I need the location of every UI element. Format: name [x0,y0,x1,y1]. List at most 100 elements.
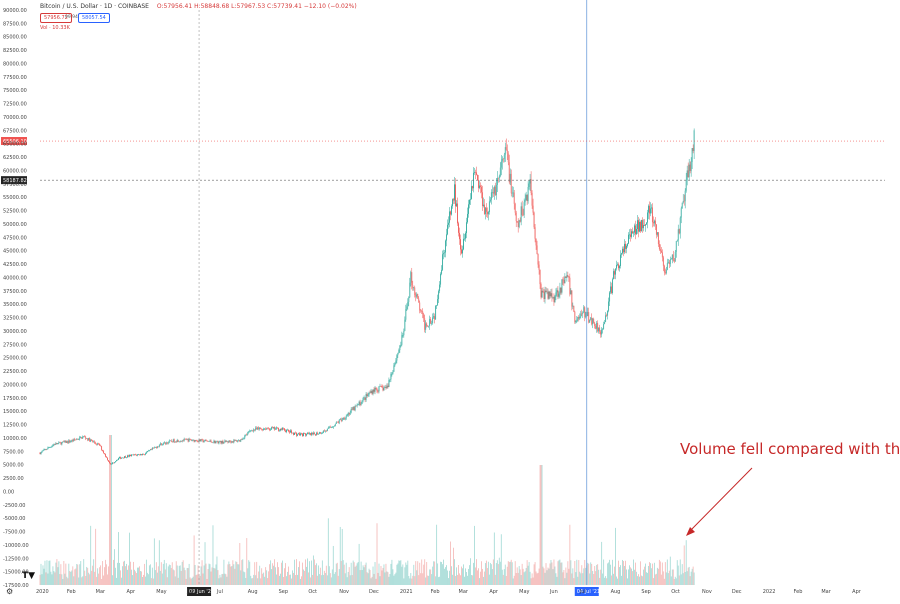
candle-body [551,293,553,298]
volume-bar [522,568,524,585]
volume-bar [418,575,420,585]
candle-body [545,290,547,293]
volume-bar [179,565,181,585]
volume-bar [342,560,344,585]
volume-bar [266,570,268,585]
volume-bar [613,573,615,585]
candle-body [359,401,361,405]
candle-body [528,183,530,187]
volume-bar [43,568,45,585]
candle-body [72,440,74,442]
volume-bar [693,572,695,585]
volume-bar [286,576,287,585]
candle-body [214,440,216,444]
volume-bar [200,566,202,585]
candle-body [146,450,148,453]
volume-bar [211,567,213,585]
volume-bar [596,564,598,585]
candle-body [429,319,431,326]
volume-bar [268,571,270,585]
candle-body [120,457,121,459]
candle-body [609,292,611,302]
volume-bar [152,578,154,585]
volume-bar [76,563,78,585]
candle-body [54,444,56,445]
volume-bar [374,562,376,585]
volume-bar [516,567,518,585]
candle-body [474,172,475,173]
volume-bar [476,559,477,585]
candle-body [629,234,630,236]
volume-bar [588,563,590,585]
candle-body [115,461,116,463]
candle-body [159,443,161,445]
volume-bar [294,559,295,585]
volume-bar [648,565,649,585]
volume-bar [484,563,486,585]
volume-bar [575,572,577,585]
candle-body [145,452,147,454]
volume-bar [102,561,104,585]
candle-body [295,432,296,434]
volume-bar [683,545,685,585]
volume-bar [642,576,643,585]
candle-body [194,440,196,442]
volume-bar [478,568,479,585]
volume-bar [385,563,387,585]
candle-body [439,284,441,292]
volume-bar [145,559,147,585]
buy-button[interactable]: 58057.54 [78,13,110,23]
volume-bar [446,565,447,585]
y-axis[interactable]: 90000.00 87500.00 85000.00 82500.00 80000.00… [3,8,29,589]
volume-bar [132,575,133,585]
volume-bar [468,568,469,585]
candles [39,128,695,465]
volume-bar [328,566,330,585]
candle-body [81,436,83,439]
volume-bar [135,571,136,585]
volume-bar [502,574,504,585]
candle-body [89,437,91,442]
volume-bar [172,569,174,585]
volume-bar [426,561,428,585]
volume-bar [306,566,307,585]
volume-bar [591,563,593,585]
volume-bar [467,575,468,585]
volume-bar [149,564,151,585]
candle-body [57,443,59,445]
candle-body [123,457,124,459]
volume-bar [196,574,198,585]
candle-body [47,447,49,450]
chart-settings-icon[interactable]: ⚙ [6,587,14,596]
candle-body [440,273,442,285]
volume-bar [661,562,663,585]
candle-body [317,433,319,435]
volume-bar [677,565,679,585]
volume-bar [236,561,238,585]
volume-bar [540,465,542,585]
x-tick-label: 2021 [400,589,413,595]
volume-bar [453,547,454,585]
candle-body [283,427,284,429]
y-tick-label: 52500.00 [3,209,27,215]
volume-bar [490,564,492,585]
volume-bar [337,575,339,585]
candle-body [296,433,297,436]
sell-button[interactable]: 57956.72 [40,13,72,23]
candle-body [183,438,185,441]
candle-body [308,433,309,434]
candle-body [94,441,96,443]
candle-body [173,439,175,443]
candle-body [96,443,98,445]
candle-body [302,433,303,437]
candle-body [596,322,598,329]
candle-body [351,408,353,410]
candle-body [489,199,491,202]
candle-body [590,317,592,320]
candle-body [279,430,280,432]
volume-bar [126,563,127,585]
x-axis[interactable]: 2020 Feb Mar Apr May Jun Jul Aug Sep Oct Nov Dec 202… [36,589,862,595]
candle-body [320,433,322,434]
